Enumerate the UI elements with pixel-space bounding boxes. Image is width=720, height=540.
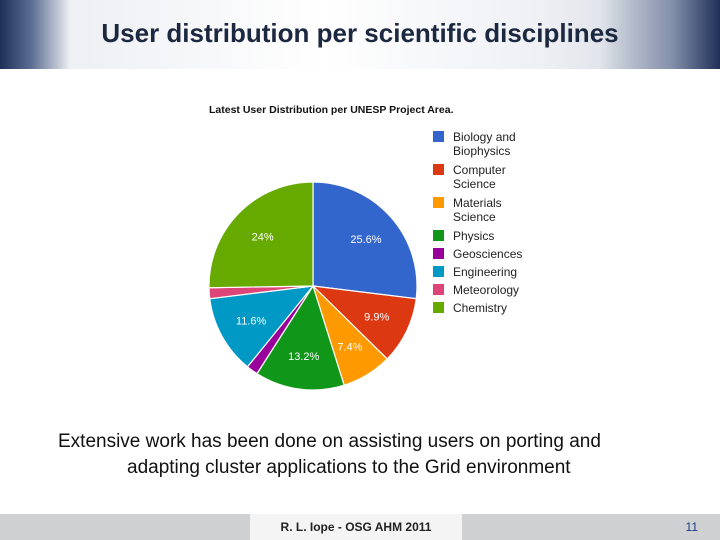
pie-slice-1 (311, 285, 417, 360)
legend-label-2-1: Science (453, 210, 496, 224)
chart-title: Latest User Distribution per UNESP Proje… (209, 104, 454, 116)
legend-label-0-0: Biology and (453, 130, 516, 144)
legend-label-6-0: Meteorology (453, 283, 519, 297)
legend-label-2-0: Materials (453, 196, 502, 210)
legend-label-7-0: Chemistry (453, 301, 507, 315)
pie-slice-label-7: 24% (252, 231, 274, 243)
pie-slice-3 (256, 284, 345, 391)
caption-line-2: adapting cluster applications to the Gri… (127, 457, 571, 478)
slide-title: User distribution per scientific discipl… (101, 18, 619, 48)
pie-slice-label-1: 9.9% (364, 312, 389, 324)
legend-swatch-1 (433, 164, 444, 175)
slide-caption: Extensive work has been done on assistin… (58, 429, 678, 481)
pie-slice-5 (209, 285, 315, 368)
legend-label-1-0: Computer (453, 163, 506, 177)
legend-swatch-4 (433, 248, 444, 259)
legend-swatch-7 (433, 302, 444, 313)
slide-header (0, 0, 720, 69)
pie-slice-label-2: 7.4% (337, 341, 362, 353)
pie-slice-0 (312, 181, 418, 300)
legend-swatch-3 (433, 230, 444, 241)
pie-slices (208, 181, 418, 391)
pie-slice-label-0: 25.6% (350, 234, 381, 246)
legend-swatch-0 (433, 131, 444, 142)
legend-label-5-0: Engineering (453, 265, 517, 279)
footer-author: R. L. Iope - OSG AHM 2011 (250, 514, 462, 540)
legend-label-4-0: Geosciences (453, 247, 522, 261)
legend-label-3-0: Physics (453, 229, 494, 243)
pie-slice-7 (208, 181, 314, 289)
legend-label-0-1: Biophysics (453, 144, 510, 158)
pie-slice-labels: 25.6% 9.9% 7.4% 13.2% 11.6% 24% (236, 231, 390, 363)
pie-slice-label-5: 11.6% (236, 315, 267, 327)
legend-label-1-1: Science (453, 177, 496, 191)
legend-swatch-5 (433, 266, 444, 277)
chart-legend: Biology andBiophysicsComputerScienceMate… (433, 130, 522, 315)
legend-swatch-6 (433, 284, 444, 295)
pie-slice-label-3: 13.2% (288, 351, 319, 363)
legend-swatch-2 (433, 197, 444, 208)
caption-line-1: Extensive work has been done on assistin… (58, 431, 601, 452)
page-number: 11 (685, 520, 698, 534)
